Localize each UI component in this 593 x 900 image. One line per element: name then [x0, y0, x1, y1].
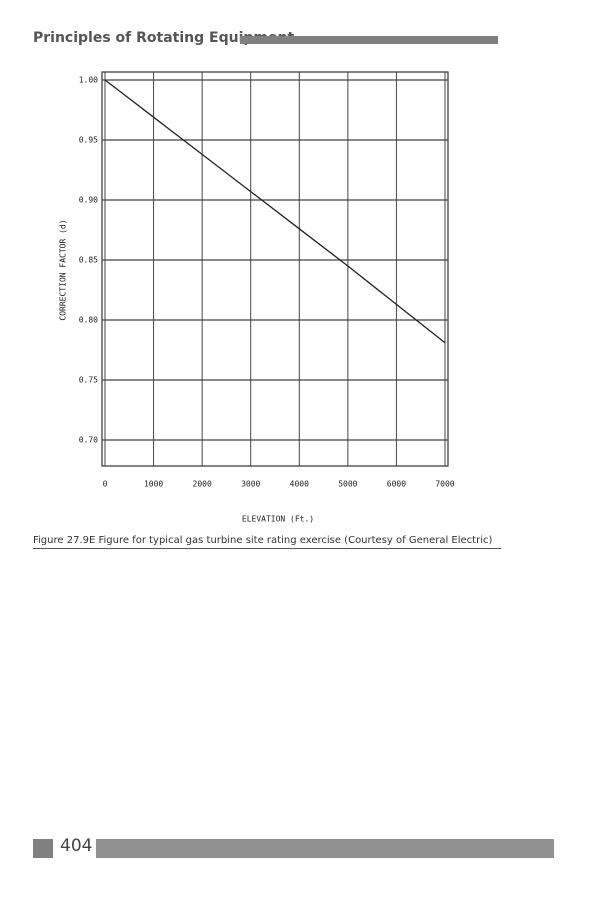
header-bar	[240, 36, 498, 44]
x-tick-label: 5000	[338, 480, 357, 489]
data-line	[104, 79, 446, 344]
y-tick-label: 0.90	[79, 196, 98, 205]
x-tick-label: 1000	[144, 480, 163, 489]
y-tick-label: 1.00	[79, 76, 98, 85]
page-number: 404	[60, 836, 93, 856]
figure-caption: Figure 27.9E Figure for typical gas turb…	[33, 535, 501, 549]
y-tick-label: 0.80	[79, 316, 98, 325]
running-header: Principles of Rotating Equipment	[33, 30, 295, 46]
x-tick-label: 4000	[290, 480, 309, 489]
y-tick-label: 0.70	[79, 436, 98, 445]
x-tick-label: 3000	[241, 480, 260, 489]
chart: ELEVATION (Ft.) CORRECTION FACTOR (d) 0.…	[59, 71, 455, 524]
page-marker	[33, 839, 53, 858]
x-tick-label: 7000	[435, 480, 454, 489]
y-tick-label: 0.95	[79, 136, 98, 145]
y-tick-label: 0.75	[79, 376, 98, 385]
x-axis-label: ELEVATION (Ft.)	[242, 515, 314, 524]
plot-frame	[101, 71, 449, 467]
footer-bar	[96, 839, 554, 858]
x-tick-label: 0	[103, 480, 108, 489]
y-axis-label: CORRECTION FACTOR (d)	[59, 219, 68, 320]
x-tick-label: 6000	[387, 480, 406, 489]
x-tick-label: 2000	[193, 480, 212, 489]
y-tick-label: 0.85	[79, 256, 98, 265]
